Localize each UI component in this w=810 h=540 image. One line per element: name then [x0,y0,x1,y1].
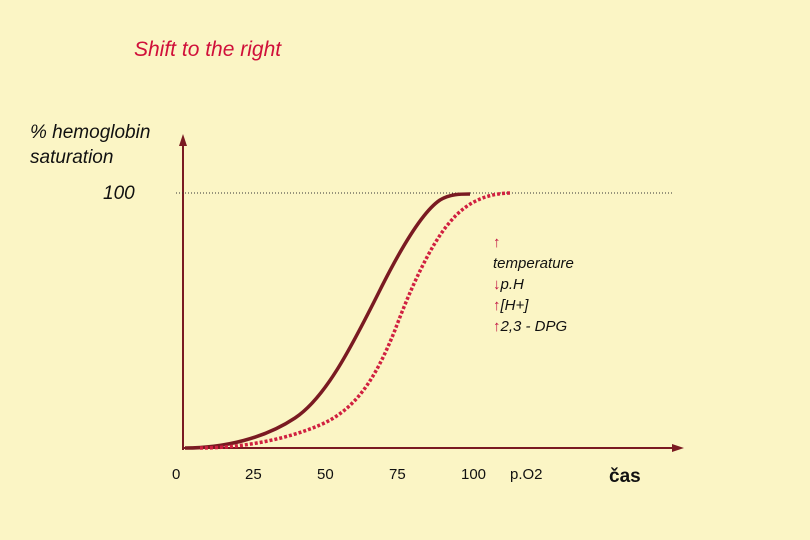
slide-title: Shift to the right [134,38,282,61]
factor-dpg: ↑2,3 - DPG [493,316,574,337]
y-axis-label-line2: saturation [30,147,114,168]
y-max-label: 100 [103,183,135,204]
factor-ph: ↓p.H [493,274,574,295]
x-axis-arrowhead [672,444,684,452]
factor-label: temperature [493,255,574,272]
factors-list: ↑ temperature ↓p.H ↑[H+] ↑2,3 - DPG [493,232,574,337]
normal-curve [184,192,471,450]
x-variable-label: p.O2 [510,466,543,483]
x-tick-75: 75 [389,466,406,483]
factor-hydrogen: ↑[H+] [493,295,574,316]
y-axis-arrowhead [179,134,187,146]
y-axis-label: % hemoglobin saturation [30,120,150,170]
shifted-curve [199,191,513,450]
factor-label: [H+] [500,297,529,314]
x-tick-25: 25 [245,466,262,483]
factor-temperature: ↑ temperature [493,232,574,274]
factor-label: p.H [500,276,524,293]
x-tick-50: 50 [317,466,334,483]
up-arrow-icon: ↑ [493,318,501,335]
time-label: čas [609,466,641,487]
x-tick-100: 100 [461,466,487,483]
factor-label: 2,3 - DPG [500,318,568,335]
up-arrow-icon: ↑ [493,234,501,251]
up-arrow-icon: ↑ [493,297,501,314]
down-arrow-icon: ↓ [493,276,501,293]
y-axis-label-line1: % hemoglobin [30,122,151,143]
x-tick-0: 0 [172,466,181,483]
